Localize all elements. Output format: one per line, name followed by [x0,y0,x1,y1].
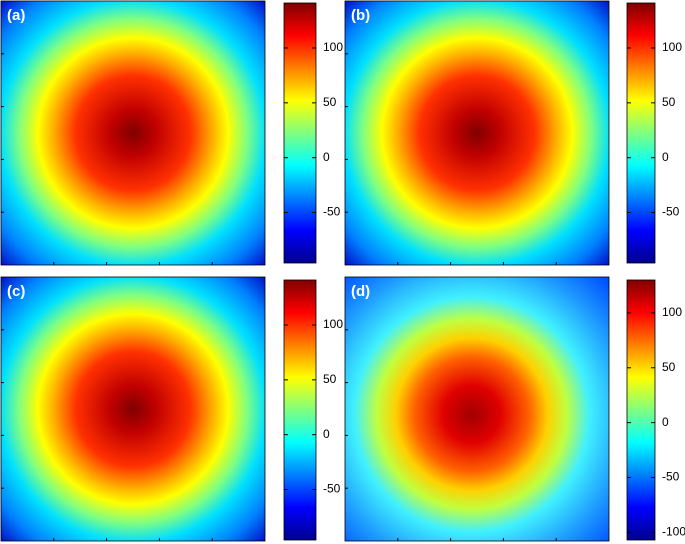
colorbar [283,2,317,264]
panel-label: (d) [351,283,370,300]
colorbar [283,279,317,541]
heatmap-image [344,0,610,266]
colorbar-tick-label: -50 [323,205,341,219]
colorbar-tick-label: -100 [662,524,685,538]
colorbar-tick-label: 0 [662,150,669,164]
colorbar-tick-label: 100 [662,305,682,319]
colorbar-tick-label: -50 [323,482,341,496]
colorbar-tick-label: 50 [323,95,337,109]
colorbar-tick-label: 50 [662,360,676,374]
panel-label: (a) [7,7,25,24]
colorbar-tick-label: -50 [662,470,680,484]
colorbar-tick-label: 100 [323,40,343,54]
heatmap-image [0,276,266,542]
panel-label: (b) [351,7,370,24]
colorbar-tick-label: 0 [323,427,330,441]
colorbar-tick-label: 100 [662,40,682,54]
colorbar-tick-label: 0 [323,150,330,164]
colorbar-tick-label: 50 [662,95,676,109]
colorbar-tick-label: -50 [662,205,680,219]
panel-label: (c) [7,283,25,300]
heatmap-image [0,0,266,266]
colorbar-tick-label: 100 [323,317,343,331]
colorbar [626,279,656,541]
colorbar-tick-label: 50 [323,372,337,386]
colorbar-tick-label: 0 [662,415,669,429]
heatmap-image [344,276,610,542]
colorbar [626,2,656,264]
